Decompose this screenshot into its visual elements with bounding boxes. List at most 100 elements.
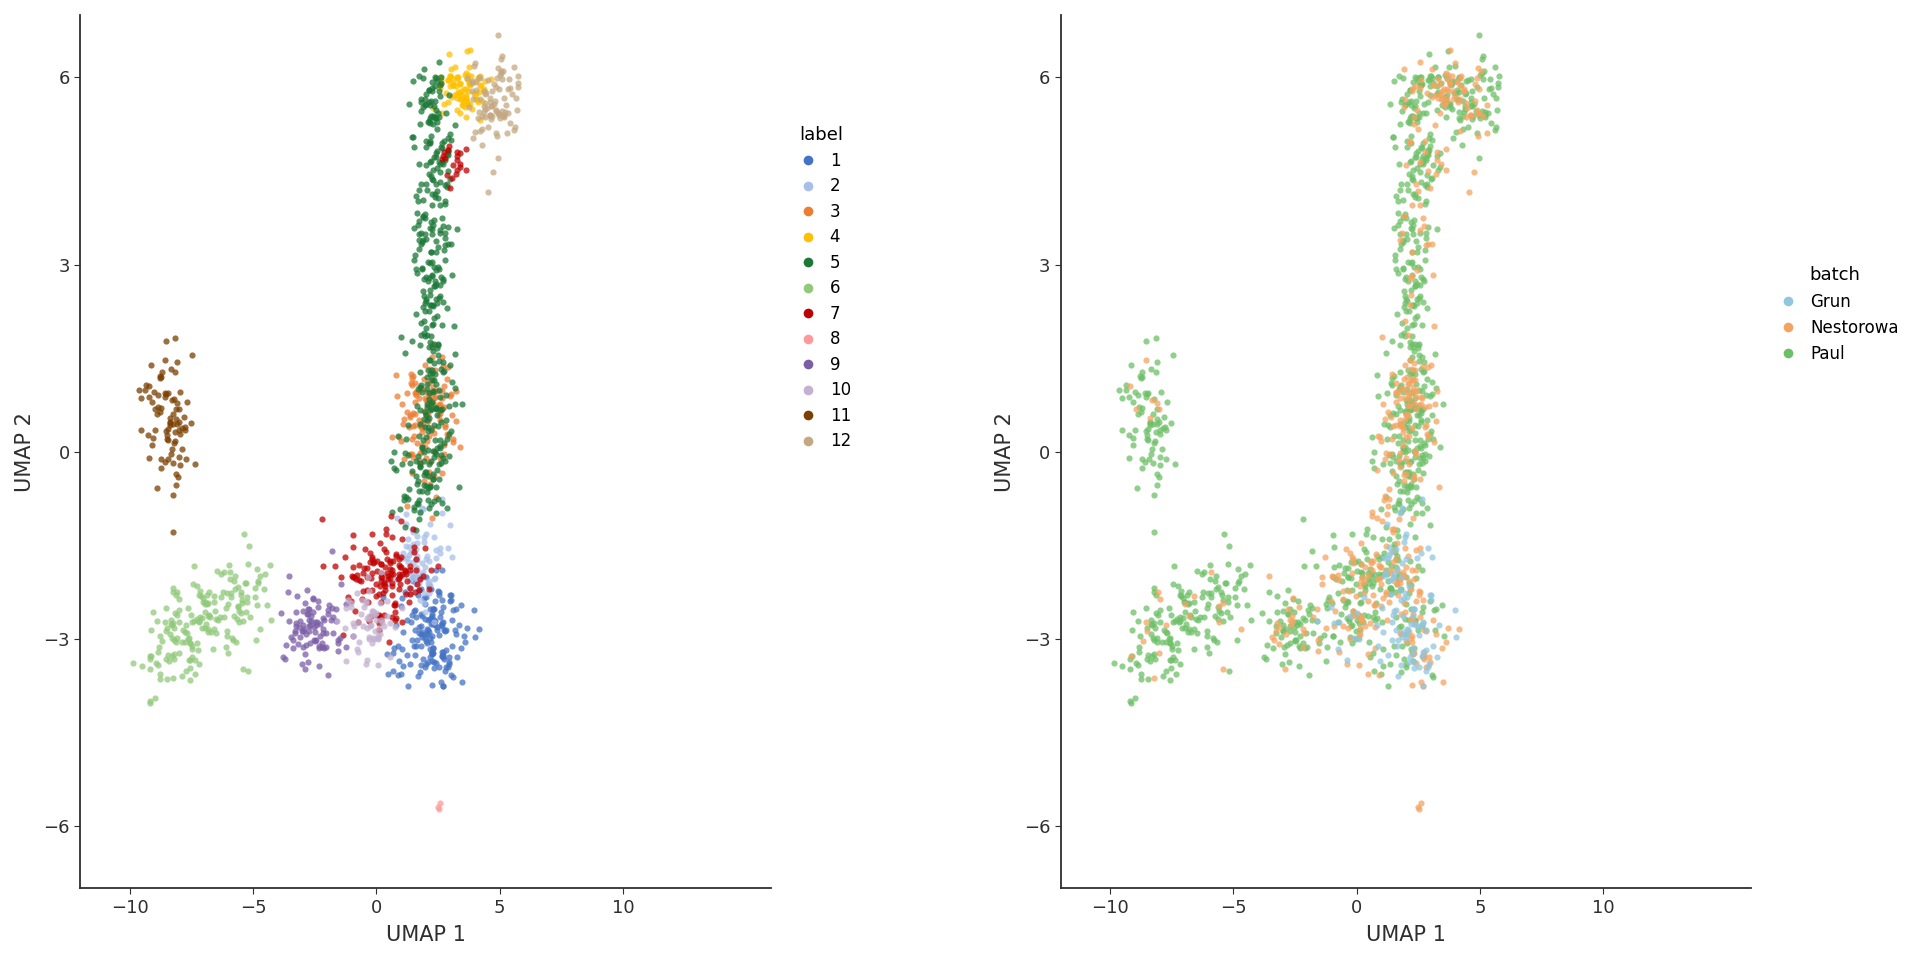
Point	[156, 446, 186, 462]
Point	[332, 592, 363, 608]
Legend: Grun, Nestorowa, Paul: Grun, Nestorowa, Paul	[1764, 259, 1905, 370]
Point	[420, 176, 451, 191]
Point	[420, 490, 451, 505]
Point	[1386, 419, 1417, 434]
Point	[1373, 540, 1404, 555]
Point	[424, 440, 455, 455]
Point	[1379, 540, 1409, 555]
Point	[1413, 398, 1444, 414]
Point	[1384, 156, 1415, 172]
Point	[367, 569, 397, 585]
Point	[1392, 407, 1423, 422]
Point	[1162, 578, 1192, 593]
Point	[1127, 460, 1158, 475]
Point	[1160, 613, 1190, 629]
Point	[1382, 448, 1413, 464]
Point	[1413, 72, 1444, 87]
Point	[1127, 634, 1158, 649]
Point	[177, 614, 207, 630]
Point	[1261, 605, 1292, 620]
Point	[1279, 591, 1309, 607]
Point	[1400, 273, 1430, 288]
Point	[1344, 631, 1375, 646]
Point	[470, 95, 501, 110]
Point	[1350, 559, 1380, 574]
Point	[386, 434, 417, 449]
Point	[1117, 604, 1148, 619]
Point	[417, 245, 447, 260]
Point	[419, 396, 449, 411]
Point	[1386, 501, 1417, 516]
Point	[371, 552, 401, 567]
Point	[1396, 420, 1427, 436]
Point	[369, 589, 399, 605]
Point	[184, 584, 215, 599]
Point	[1281, 634, 1311, 649]
Point	[1396, 352, 1427, 368]
Point	[146, 370, 177, 385]
Point	[1137, 648, 1167, 663]
Point	[1396, 401, 1427, 417]
Point	[1119, 385, 1150, 400]
Point	[415, 361, 445, 376]
Point	[436, 592, 467, 608]
Point	[1332, 593, 1363, 609]
Point	[1442, 83, 1473, 98]
Point	[1233, 598, 1263, 613]
Point	[1329, 565, 1359, 581]
Point	[324, 630, 355, 645]
Point	[378, 640, 409, 656]
Point	[365, 557, 396, 572]
Point	[403, 571, 434, 587]
Point	[449, 95, 480, 110]
Point	[1415, 78, 1446, 93]
Point	[1388, 424, 1419, 440]
Point	[1432, 70, 1463, 85]
Point	[449, 96, 480, 111]
Point	[490, 109, 520, 125]
Point	[407, 441, 438, 456]
Point	[430, 622, 461, 637]
Point	[1394, 166, 1425, 181]
Point	[1375, 581, 1405, 596]
Point	[1386, 327, 1417, 343]
Point	[328, 628, 359, 643]
Point	[405, 91, 436, 107]
Point	[1444, 95, 1475, 110]
Point	[1373, 550, 1404, 565]
Point	[1402, 408, 1432, 423]
Point	[152, 652, 182, 667]
Point	[152, 671, 182, 686]
Point	[361, 564, 392, 579]
Point	[417, 337, 447, 352]
Point	[1154, 636, 1185, 651]
Point	[1427, 396, 1457, 412]
Point	[378, 566, 409, 582]
Point	[1371, 566, 1402, 582]
Point	[1252, 637, 1283, 653]
Point	[1405, 796, 1436, 811]
Point	[1450, 84, 1480, 99]
Point	[447, 629, 478, 644]
Point	[1260, 625, 1290, 640]
Point	[1457, 108, 1488, 124]
Point	[445, 91, 476, 107]
Point	[401, 560, 432, 575]
Point	[359, 632, 390, 647]
Point	[455, 42, 486, 58]
Point	[430, 151, 461, 166]
Point	[300, 624, 330, 639]
Point	[1394, 456, 1425, 471]
Point	[436, 89, 467, 105]
Point	[407, 384, 438, 399]
Point	[1117, 430, 1148, 445]
Point	[424, 396, 455, 411]
Point	[294, 601, 324, 616]
Point	[1379, 603, 1409, 618]
Point	[1446, 68, 1476, 84]
Point	[1413, 130, 1444, 145]
Point	[405, 103, 436, 118]
Point	[392, 612, 422, 627]
Point	[1371, 346, 1402, 361]
Point	[1390, 659, 1421, 674]
